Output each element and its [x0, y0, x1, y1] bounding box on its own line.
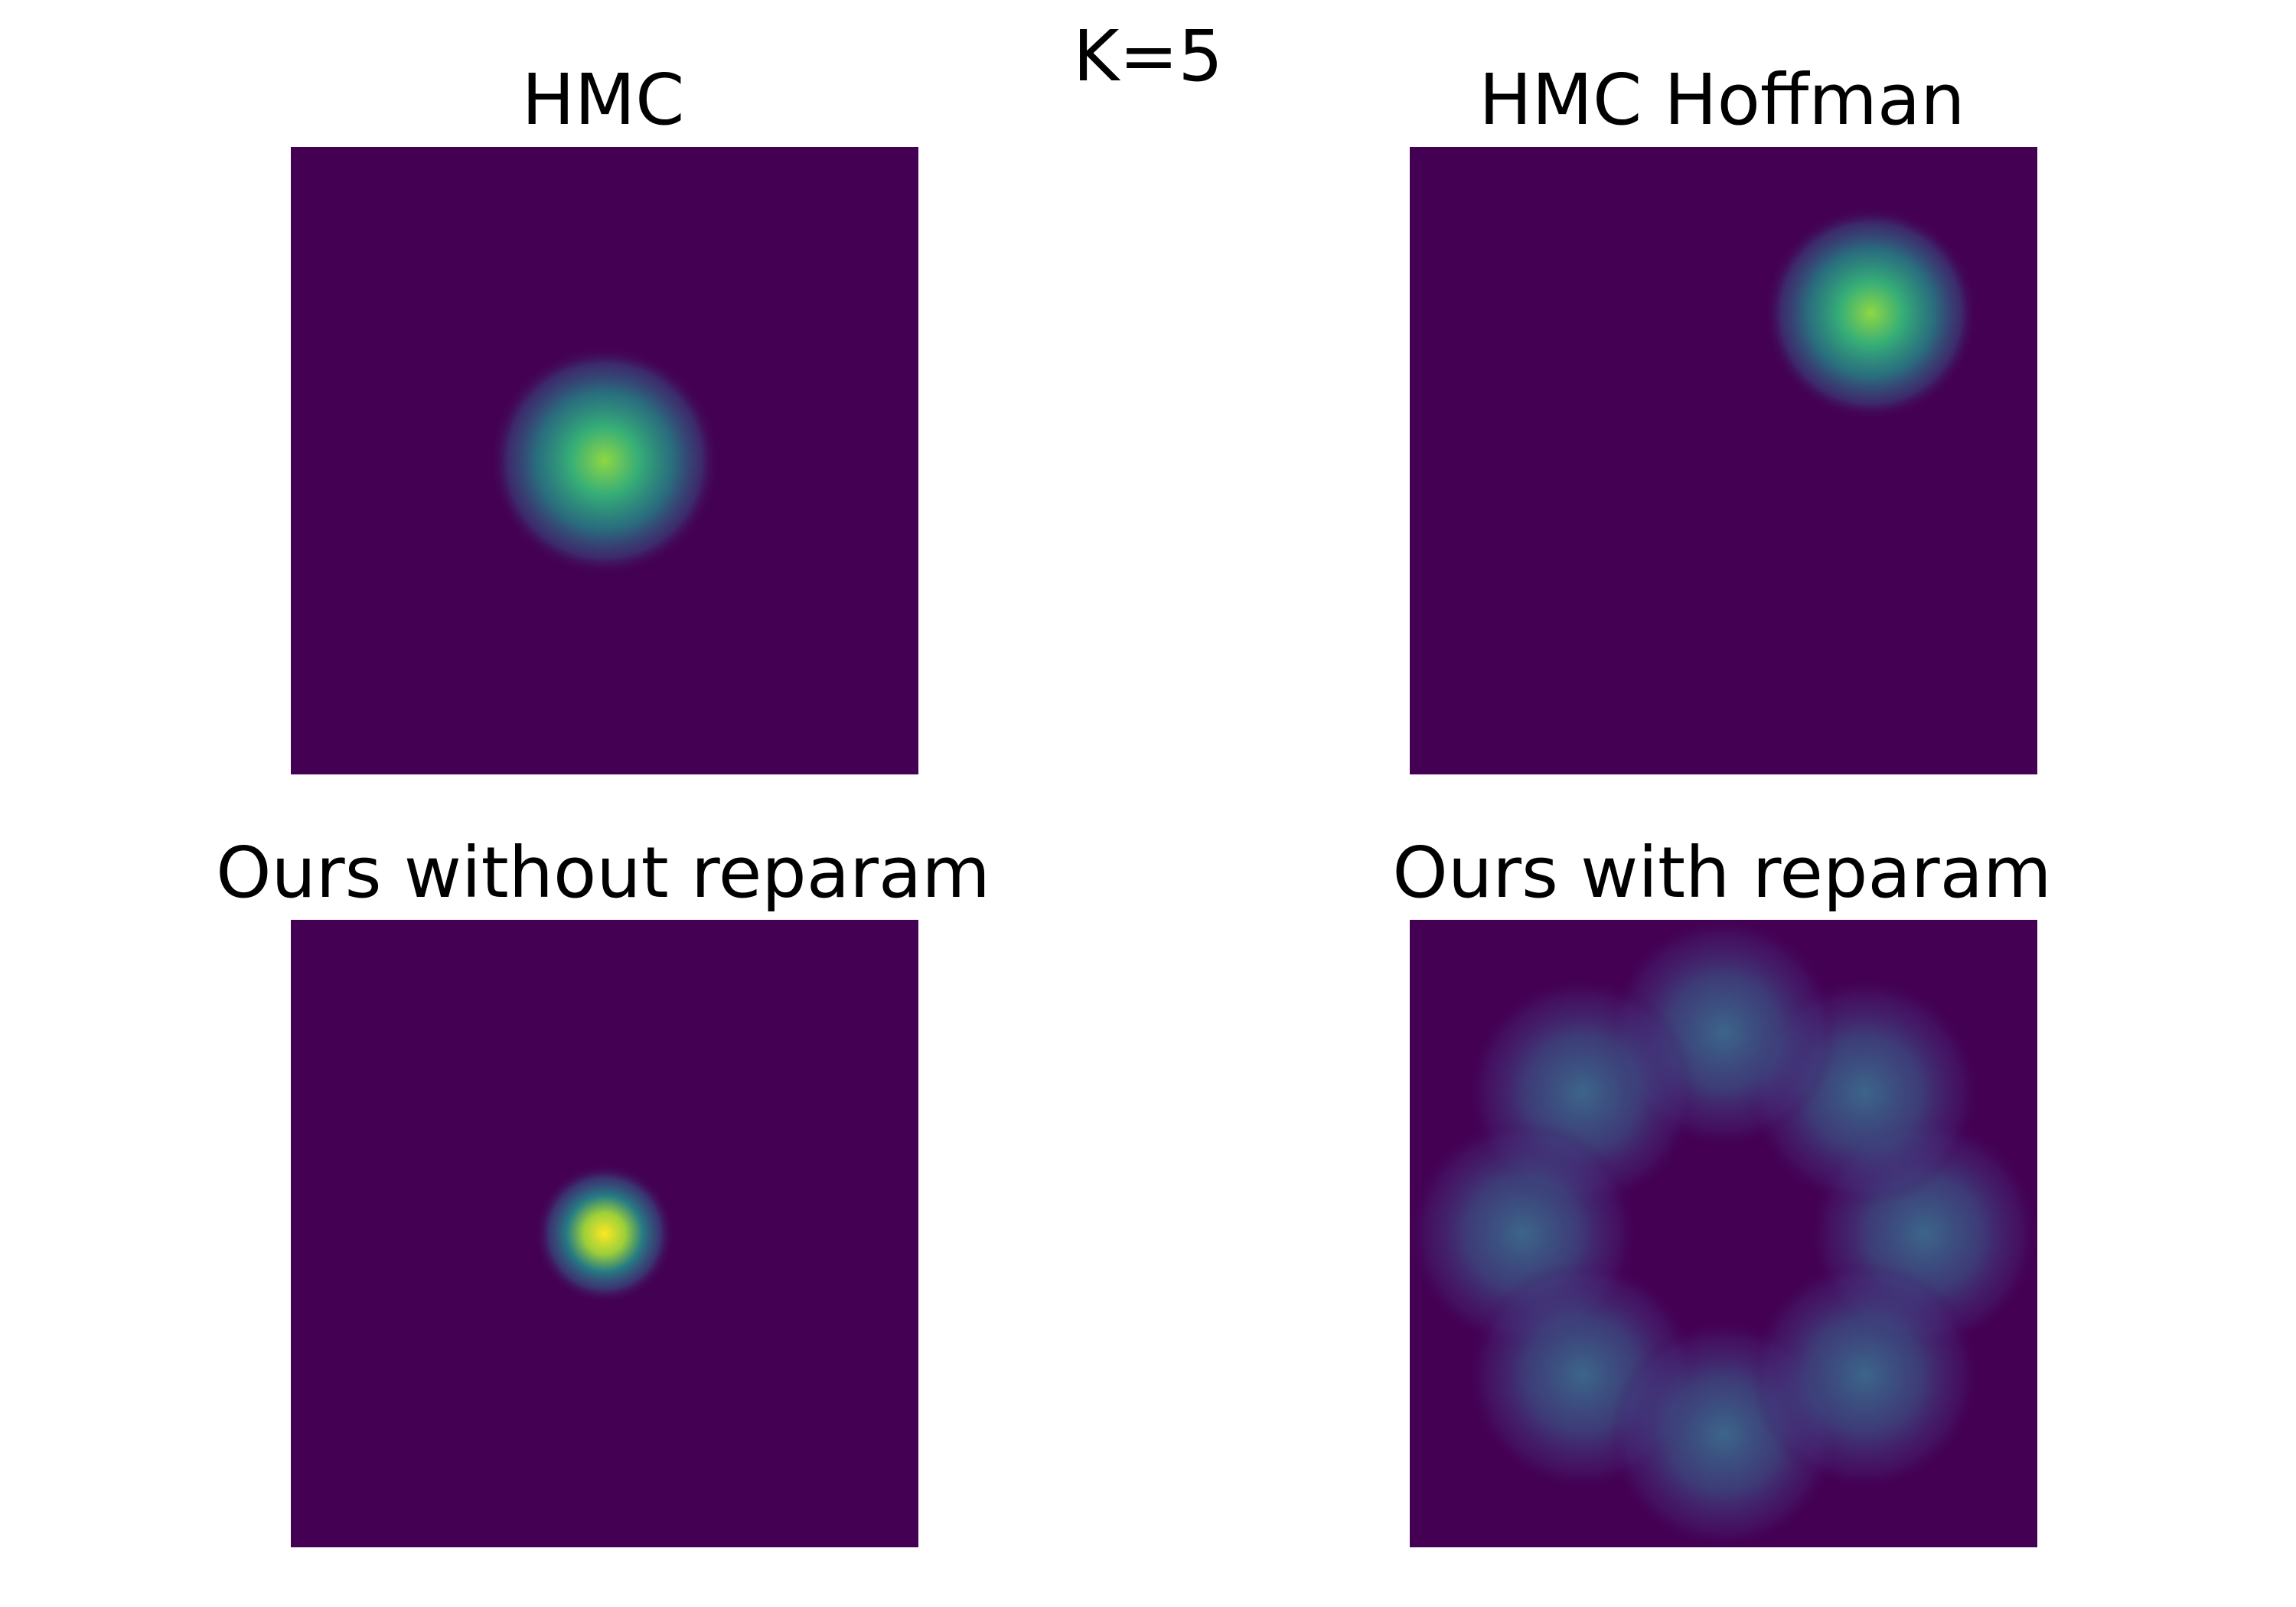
density-mode-8	[1750, 1260, 1979, 1489]
density-mode-1	[1765, 207, 1978, 419]
heatmap-hmc-hoffman	[1410, 147, 2037, 774]
panel-title-ours-without-reparam: Ours without reparam	[216, 832, 990, 914]
figure-suptitle: K=5	[1073, 15, 1223, 97]
panel-title-hmc: HMC	[521, 59, 685, 141]
heatmap-ours-with-reparam	[1410, 920, 2037, 1547]
heatmap-ours-without-reparam	[291, 920, 918, 1547]
panel-title-hmc-hoffman: HMC Hoffman	[1479, 59, 1965, 141]
density-mode-1	[535, 1164, 674, 1303]
panel-title-ours-with-reparam: Ours with reparam	[1392, 832, 2052, 914]
heatmap-hmc	[291, 147, 918, 774]
density-mode-1	[490, 346, 719, 575]
